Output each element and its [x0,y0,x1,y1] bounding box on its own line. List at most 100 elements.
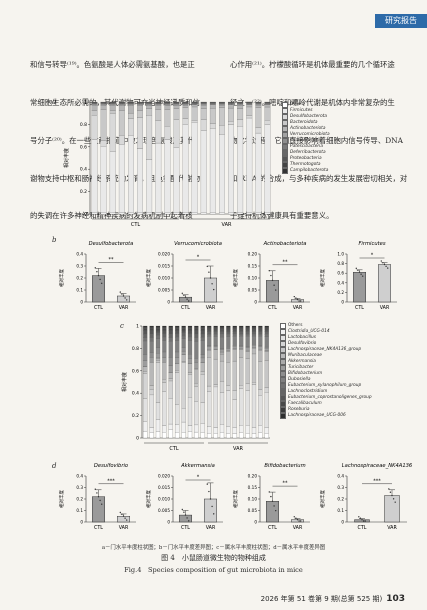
stack-segment [258,345,263,347]
stack-segment [155,419,161,432]
stack-segment [149,389,154,396]
stack-segment [175,325,180,328]
stack-segment [168,429,173,439]
stack-segment [143,337,148,342]
stack-segment [237,104,244,106]
stack-segment [187,328,193,331]
stack-segment [128,212,134,215]
stack-segment [128,135,134,213]
data-point [300,300,302,302]
data-point [213,513,215,515]
stack-segment [200,119,207,131]
stack-segment [232,329,237,332]
stack-segment [219,105,225,108]
legend-label: Eubacterium_xylanophilum_group [288,383,362,389]
stack-segment [219,329,225,332]
legend-swatch [280,335,286,341]
x-tick-label: CTL [181,305,190,311]
stack-segment [209,104,216,109]
stack-segment [258,361,263,390]
stack-segment [175,370,180,373]
stack-segment [228,124,234,213]
data-point [183,511,185,513]
stack-segment [239,425,244,433]
stack-segment [226,331,231,335]
y-tick-label: 0.20 [248,252,258,257]
legend-entry: Dubosiella [280,377,372,383]
stack-segment [137,212,143,215]
stack-segment [264,106,271,121]
y-tick-label: 0 [136,436,139,442]
legend-swatch [280,353,286,359]
stack-segment [200,354,205,359]
caption-note: a－门水平丰度柱状图；b－门水平丰度差异图；c－属水平丰度柱状图；d－属水平丰度… [101,545,326,551]
data-point [188,520,190,522]
section-badge: 研究报告 [375,14,427,28]
stack-segment [173,105,180,109]
stack-segment [181,336,186,339]
stack-segment [200,330,205,335]
stack-segment [200,333,205,338]
stack-segment [207,391,212,427]
stack-segment [213,358,218,385]
stack-segment [251,433,257,439]
stack-segment [207,426,212,434]
legend-entry: Others [282,102,330,108]
legend-entry: Proteobacteria [282,156,330,162]
stack-segment [239,331,244,335]
journal-issue: 2026 年第 51 卷第 9 期(总第 525 期) [260,595,383,603]
stack-segment [100,146,107,213]
legend-label: Desulfobacterota [290,114,328,120]
legend-entry: Cyanobacteria [282,138,330,144]
legend-swatch [280,401,286,407]
stack-segment [200,423,205,433]
stack-segment [175,333,180,338]
stack-segment [226,328,231,330]
x-tick-label: VAR [387,525,397,531]
stack-segment [237,108,244,120]
legend-swatch [282,150,288,156]
stack-segment [146,115,153,160]
stack-segment [168,398,173,425]
stack-segment [246,104,253,108]
stack-segment [109,212,116,215]
stack-segment [264,120,271,125]
stack-segment [200,337,205,341]
stack-segment [245,329,250,332]
stack-segment [251,345,257,348]
stack-segment [175,328,180,331]
stack-segment [187,358,193,364]
stack-segment [251,336,257,345]
legend-swatch [280,413,286,419]
stack-segment [162,330,167,335]
stack-segment [187,372,193,375]
data-point [383,263,386,266]
stack-segment [264,350,269,352]
stack-segment [187,397,193,426]
legend-entry: Lactobacillus [280,335,372,341]
legend-swatch [282,132,288,138]
legend-swatch [280,383,286,389]
significance-label: * [197,475,200,481]
stack-segment [181,350,186,355]
stack-segment [207,327,212,329]
stack-segment [100,212,107,215]
stack-segment [168,337,173,342]
legend-entry: Deferribacterota [282,150,330,156]
stack-segment [181,421,186,433]
body-line: 和信号转导⁽¹⁹⁾。色氨酸是人体必需氨基酸，也是正 [30,60,195,70]
stack-segment [239,328,244,330]
stack-segment [181,354,186,362]
stack-segment [255,105,262,108]
y-tick-label: 0.005 [158,288,170,293]
data-point [99,499,101,502]
panel-title: Lachnospiraceae_NK4A136 [342,463,413,469]
data-point [358,271,361,273]
y-tick-label: 0.10 [248,497,258,502]
stack-segment [128,112,134,119]
group-label: VAR [233,446,244,452]
stack-segment [226,347,231,349]
bar [117,295,130,303]
stack-segment [175,363,180,371]
stack-segment [162,337,167,341]
